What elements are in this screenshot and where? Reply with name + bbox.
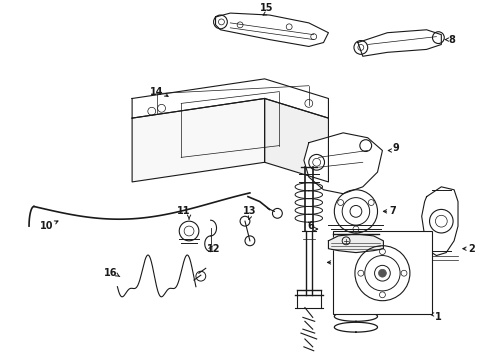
Text: 2: 2: [468, 244, 475, 254]
Text: 12: 12: [207, 244, 220, 254]
Text: 6: 6: [307, 221, 314, 231]
Text: 16: 16: [104, 268, 118, 278]
Text: 10: 10: [40, 221, 53, 231]
Circle shape: [378, 269, 386, 277]
Polygon shape: [132, 99, 265, 182]
Polygon shape: [328, 234, 383, 253]
Text: 1: 1: [435, 312, 441, 323]
Polygon shape: [422, 187, 458, 256]
Text: 5: 5: [392, 240, 399, 250]
Text: 9: 9: [392, 143, 399, 153]
Text: 3: 3: [333, 257, 340, 267]
Text: 13: 13: [243, 206, 257, 216]
Polygon shape: [216, 13, 328, 46]
Bar: [333, 231, 432, 314]
Text: 4: 4: [392, 293, 399, 303]
Polygon shape: [265, 99, 328, 182]
Polygon shape: [358, 30, 441, 56]
Text: 15: 15: [260, 3, 273, 13]
Text: 8: 8: [448, 35, 455, 45]
Polygon shape: [304, 133, 382, 194]
Polygon shape: [132, 79, 328, 118]
Text: 14: 14: [150, 87, 164, 96]
Text: 11: 11: [177, 206, 191, 216]
Text: 7: 7: [389, 206, 396, 216]
